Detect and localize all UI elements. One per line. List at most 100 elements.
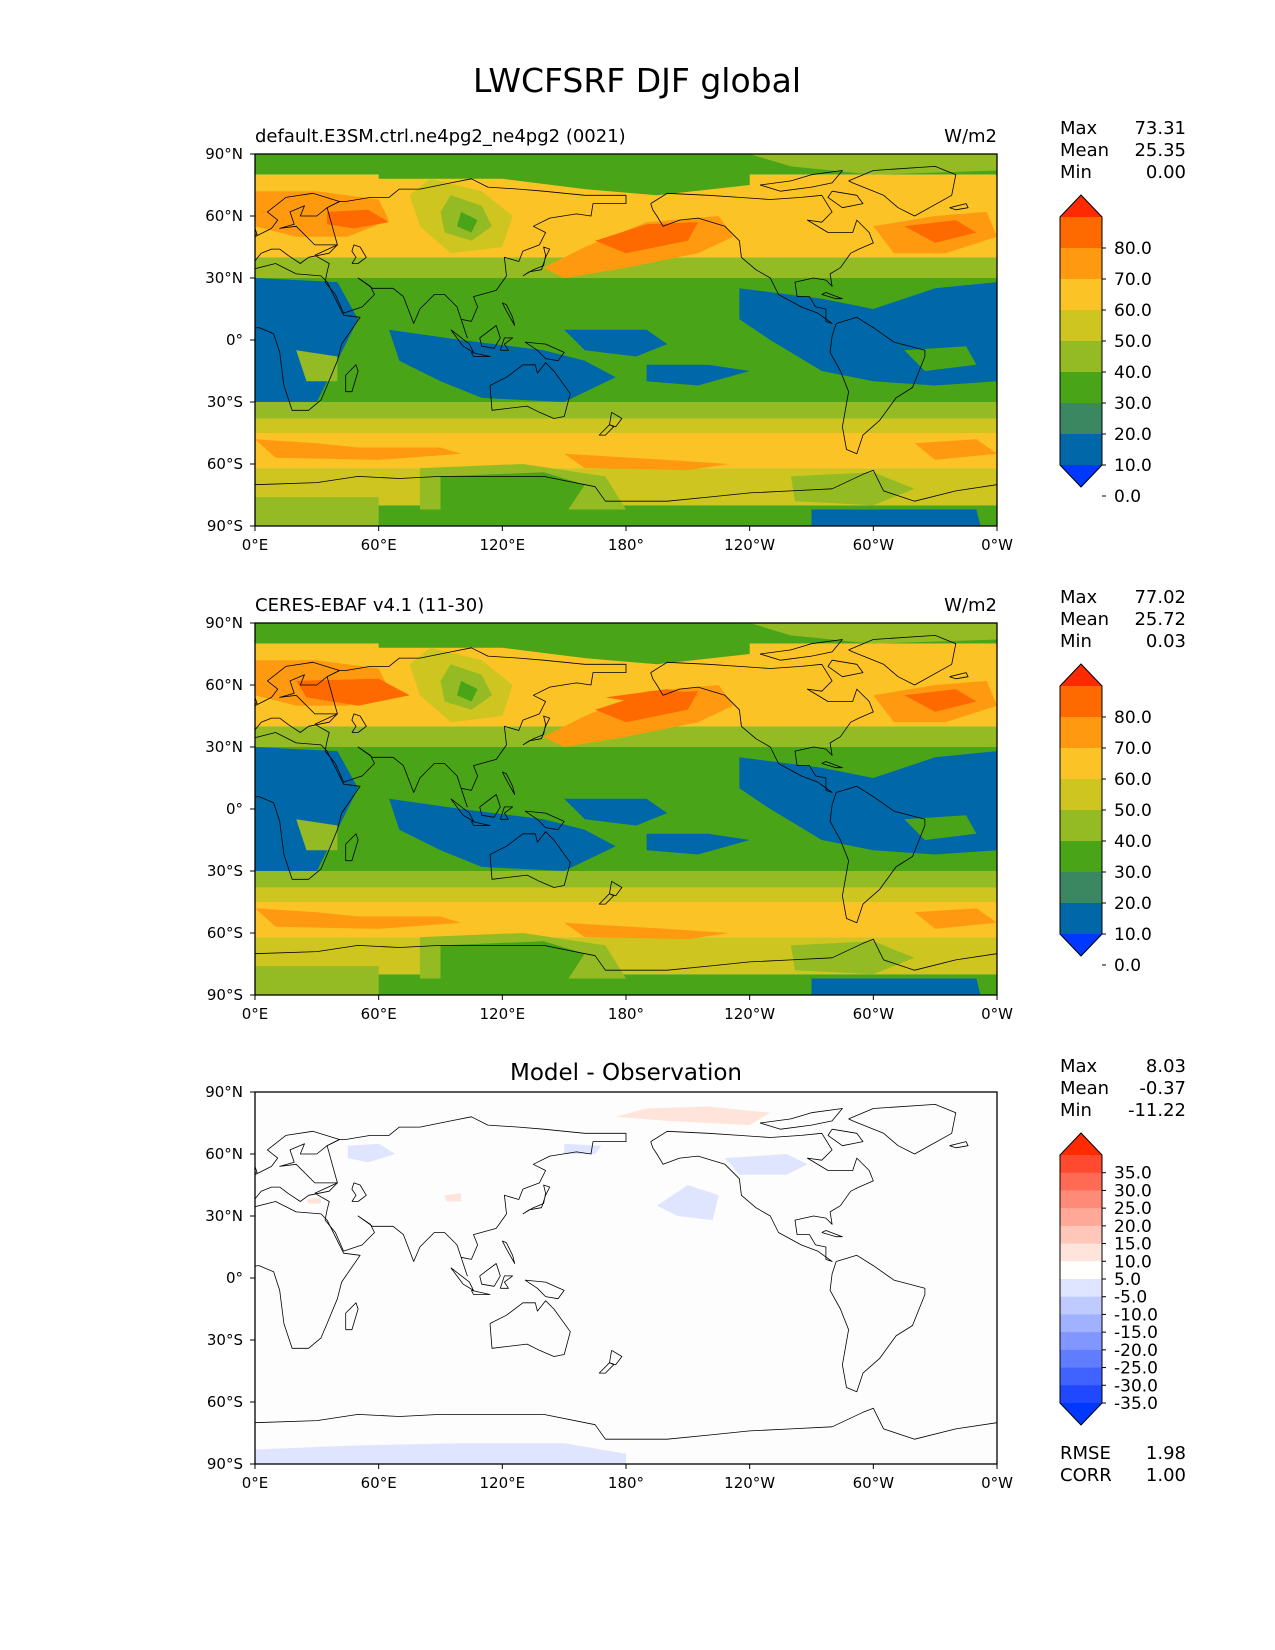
coastline xyxy=(598,424,615,436)
colorbar-extend-bottom xyxy=(1060,934,1102,956)
coastlines xyxy=(255,1103,997,1440)
lat-tick-label: 90°S xyxy=(207,517,243,535)
stat-label: Mean xyxy=(1060,140,1109,161)
lon-tick-label: 60°W xyxy=(853,1474,895,1492)
colorbar-label: 80.0 xyxy=(1114,239,1152,259)
stats-block: Max 8.03 Mean -0.37 Min -11.22 xyxy=(1060,1056,1186,1121)
panel-center-title: Model - Observation xyxy=(510,1060,742,1086)
colorbar-segment xyxy=(1060,872,1102,904)
arctic-west xyxy=(749,154,997,175)
lat-tick-label: 90°N xyxy=(205,614,243,632)
colorbar-segment xyxy=(1060,717,1102,749)
coastline xyxy=(499,337,514,351)
coastline xyxy=(479,1263,501,1287)
diff-neg-npac xyxy=(656,1185,719,1221)
so-60-c xyxy=(914,439,997,460)
ant-low xyxy=(811,978,981,995)
coastline xyxy=(255,1407,997,1440)
colorbar-label: 50.0 xyxy=(1114,801,1152,821)
colorbar-segment xyxy=(1060,248,1102,280)
brazil-20 xyxy=(904,815,977,840)
coastline xyxy=(949,1141,969,1149)
lat-tick-label: 90°S xyxy=(207,986,243,1004)
npac-70 xyxy=(595,222,699,254)
lat-tick-label: 30°S xyxy=(207,393,243,411)
lon-tick-label: 180° xyxy=(608,1474,644,1492)
map-area xyxy=(255,623,997,995)
arctic-green xyxy=(378,154,750,196)
lat-tick-label: 90°N xyxy=(205,145,243,163)
so-60-b xyxy=(564,922,730,940)
lon-tick-label: 120°E xyxy=(480,1005,526,1023)
panel-units: W/m2 xyxy=(944,126,997,147)
europe-70-obs xyxy=(296,678,410,706)
coastline xyxy=(524,810,565,831)
coastline xyxy=(351,713,367,733)
stat-label: Max xyxy=(1060,587,1098,608)
coastline xyxy=(522,246,551,277)
coastline xyxy=(499,1275,514,1289)
coastline xyxy=(524,1279,565,1300)
lon-tick-label: 0°E xyxy=(242,1005,269,1023)
coastline xyxy=(489,362,571,419)
colorbar-label: 20.0 xyxy=(1114,1217,1152,1237)
lon-tick-label: 60°W xyxy=(853,536,895,554)
stat-value: 0.00 xyxy=(1146,162,1186,183)
lat-tick-label: 90°N xyxy=(205,1083,243,1101)
panel-left-title: CERES-EBAF v4.1 (11-30) xyxy=(255,595,484,616)
coastlines xyxy=(255,165,997,502)
band-south-sub xyxy=(255,871,997,888)
so-60-c xyxy=(914,908,997,929)
europe-70 xyxy=(327,209,389,229)
colorbar-segment xyxy=(1060,279,1102,311)
lat-tick-label: 60°S xyxy=(207,924,243,942)
coastline xyxy=(522,1184,551,1215)
footer-stat-value: 1.00 xyxy=(1146,1465,1186,1486)
coastline xyxy=(345,1302,359,1331)
colorbar-segment xyxy=(1060,310,1102,342)
colorbar-label: -25.0 xyxy=(1114,1359,1158,1379)
colorbar-extend-top xyxy=(1060,1133,1102,1155)
coastline xyxy=(827,1128,864,1147)
coastline xyxy=(345,364,359,393)
colorbar-label: 50.0 xyxy=(1114,332,1152,352)
coastline xyxy=(759,639,843,661)
footer-stat-value: 1.98 xyxy=(1146,1443,1186,1464)
coastline xyxy=(949,203,969,211)
ant-low xyxy=(811,509,981,526)
colorbar-label: 60.0 xyxy=(1114,301,1152,321)
lon-tick-label: 0°E xyxy=(242,536,269,554)
lon-tick-label: 180° xyxy=(608,1005,644,1023)
colorbar-segment xyxy=(1060,1314,1102,1333)
colorbar-segment xyxy=(1060,1172,1102,1191)
coastline xyxy=(829,785,926,924)
side-difference: Max 8.03 Mean -0.37 Min -11.22 35.030.025.020… xyxy=(1059,1056,1186,1486)
lon-tick-label: 60°E xyxy=(361,1474,397,1492)
coastline xyxy=(949,672,969,680)
natl-70 xyxy=(904,689,977,712)
colorbar-label: -10.0 xyxy=(1114,1305,1158,1325)
side-observation: Max 77.02 Mean 25.72 Min 0.03 80.0 70.0 60.0 50.… xyxy=(1059,587,1186,976)
coastline xyxy=(489,1300,571,1357)
coastline xyxy=(471,821,491,826)
colorbar-extend-bottom xyxy=(1060,1403,1102,1425)
colorbar-segment xyxy=(1060,1261,1102,1280)
panel-units: W/m2 xyxy=(944,595,997,616)
coastline xyxy=(848,634,957,686)
stat-value: 0.03 xyxy=(1146,631,1186,652)
colorbar-segment xyxy=(1060,1367,1102,1386)
lon-tick-label: 120°W xyxy=(724,1474,775,1492)
colorbar-label: 80.0 xyxy=(1114,708,1152,728)
colorbar-label: -35.0 xyxy=(1114,1394,1158,1414)
coastline xyxy=(314,1116,627,1277)
coastline xyxy=(471,1290,491,1295)
panel-difference: Model - Observation 90°N 60°N 30°N 0° 30°S 60… xyxy=(205,1060,1013,1492)
coastline xyxy=(829,316,926,455)
coastline xyxy=(255,1201,361,1349)
colorbar-label: 10.0 xyxy=(1114,456,1152,476)
colorbar-label: 0.0 xyxy=(1114,487,1141,507)
panel-observation: CERES-EBAF v4.1 (11-30) W/m2 90°N 60°N 30°… xyxy=(205,595,1013,1023)
coastline xyxy=(450,1267,474,1291)
spac-low xyxy=(646,833,750,855)
coastline xyxy=(255,696,258,705)
